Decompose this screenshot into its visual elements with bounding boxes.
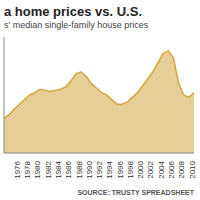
svg-text:2006: 2006: [167, 160, 176, 178]
svg-text:1980: 1980: [33, 160, 42, 178]
svg-text:1992: 1992: [95, 160, 104, 178]
html-text:s' median single-family house: s' median single-family house prices: [4, 20, 149, 30]
svg-text:1988: 1988: [75, 160, 84, 178]
svg-text:1994: 1994: [105, 160, 114, 178]
svg-text:1998: 1998: [126, 160, 135, 178]
svg-text:2010: 2010: [188, 160, 192, 178]
svg-text:1990: 1990: [85, 160, 94, 178]
html-text:SOURCE: TRUSTY SPREADSHEET: SOURCE: TRUSTY SPREADSHEET: [77, 189, 194, 196]
html-text:a home prices vs. U.S.: a home prices vs. U.S.: [4, 4, 142, 19]
svg-text:1978: 1978: [23, 160, 32, 178]
svg-text:2002: 2002: [146, 160, 155, 178]
svg-text:2008: 2008: [177, 160, 186, 178]
svg-text:1976: 1976: [13, 160, 22, 178]
svg-text:1986: 1986: [64, 160, 73, 178]
svg-text:1984: 1984: [54, 160, 63, 178]
svg-text:1996: 1996: [116, 160, 125, 178]
svg-text:2004: 2004: [157, 160, 166, 178]
svg-text:2000: 2000: [136, 160, 145, 178]
svg-text:1982: 1982: [44, 160, 53, 178]
